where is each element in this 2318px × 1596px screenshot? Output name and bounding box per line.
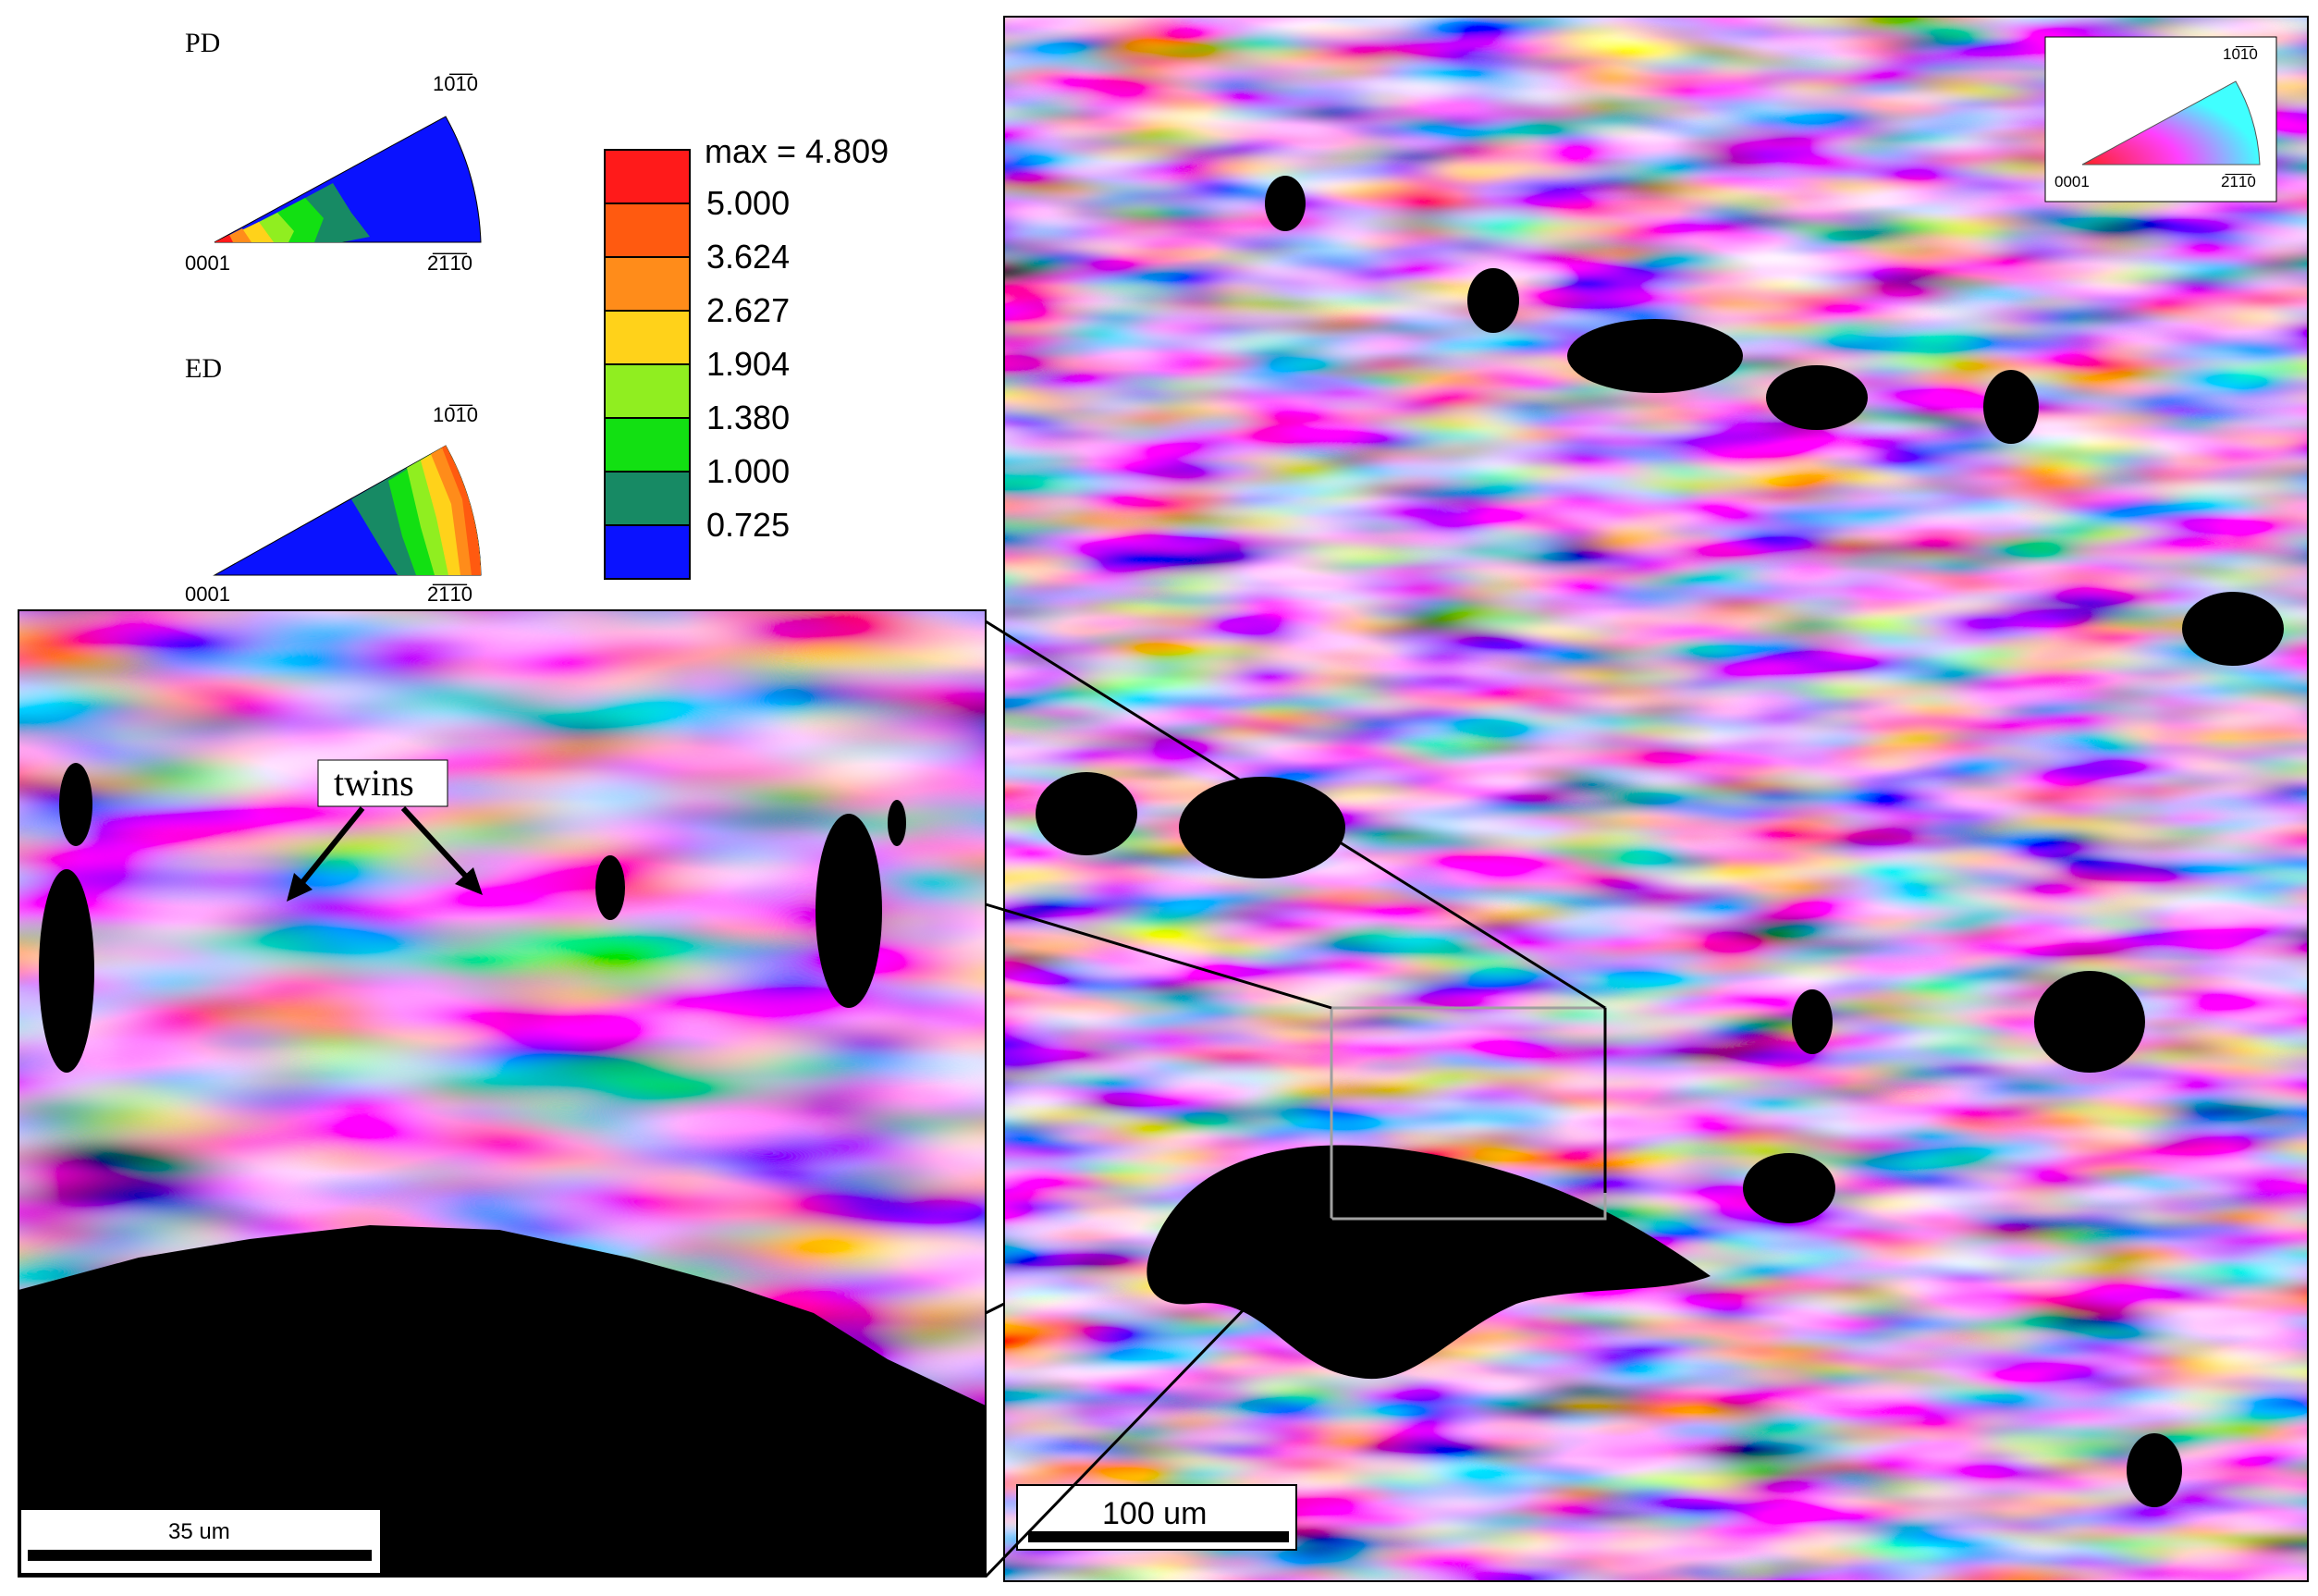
legend-level-label: 3.624 [706, 238, 790, 276]
scale-bar-35 [28, 1550, 372, 1561]
overview-map-pore [2034, 971, 2145, 1073]
overview-map-pore [1467, 268, 1519, 333]
ipf-key-right-label: 2̅1̅1̅0 [2221, 173, 2256, 190]
legend-swatch [604, 363, 691, 419]
ipf-key-left-label: 0001 [2054, 173, 2090, 190]
overview-map-pore [2182, 592, 2284, 666]
scale-bar-35-label: 35 um [168, 1519, 230, 1544]
zoomed-map-pore [59, 763, 92, 846]
overview-map-large-pore [1147, 1145, 1711, 1380]
overview-map-pore [1567, 319, 1743, 393]
overview-ebsd-map: 10̅1̅0 0001 2̅1̅1̅0 100 um [1003, 16, 2309, 1582]
zoom-connector [985, 902, 1332, 1010]
twins-arrowhead-left [287, 873, 313, 902]
legend-swatches [604, 149, 691, 580]
overview-map-frame [1003, 16, 2309, 1582]
twins-arrow-right [400, 805, 471, 881]
twins-label: twins [334, 762, 414, 804]
ipf-pd-label: PD [185, 28, 220, 58]
legend-max-label: max = 4.809 [705, 132, 889, 170]
legend-swatch [604, 417, 691, 473]
ipf-ed-contour-red [442, 446, 481, 575]
ipf-ed-label: ED [185, 353, 222, 384]
overview-map-pore [1792, 989, 1833, 1054]
ipf-ed-top-label: 10̅1̅0 [433, 403, 478, 426]
zoom-connector [985, 1302, 1005, 1315]
twins-arrow-left [297, 806, 365, 888]
legend-level-label: 5.000 [706, 184, 790, 222]
legend-level-label: 2.627 [706, 291, 790, 329]
twins-arrowhead-right [455, 867, 483, 895]
legend-level-label: 1.380 [706, 399, 790, 436]
overview-map-pore [2127, 1433, 2182, 1507]
zoomed-map-pore [888, 800, 906, 846]
ipf-pd-contour-red [215, 235, 233, 242]
legend-level-label: 0.725 [706, 506, 790, 544]
overview-map-pore [1743, 1153, 1835, 1223]
ipf-key-top-label: 10̅1̅0 [2223, 45, 2258, 63]
ipf-color-key: 10̅1̅0 0001 2̅1̅1̅0 [2044, 36, 2277, 203]
ipf-key-triangle [2081, 80, 2261, 166]
zoomed-map-pore [39, 869, 94, 1073]
zoomed-ebsd-map: twins 35 um [18, 609, 987, 1578]
zoomed-map-pore [816, 814, 882, 1008]
zoom-connector [985, 620, 1606, 1010]
legend-swatch [604, 149, 691, 204]
legend-swatch [604, 524, 691, 580]
zoomed-map-pore [595, 855, 625, 920]
ipf-pd-top-label: 10̅1̅0 [433, 72, 478, 95]
ipf-ed-right-label: 2̅1̅1̅0 [427, 583, 472, 606]
ipf-pd-left-label: 0001 [185, 252, 230, 275]
overview-map-pore [1766, 365, 1868, 430]
overview-map-pore [1983, 370, 2039, 444]
legend-levels: 5.000 3.624 2.627 1.904 1.380 1.000 0.725 [706, 184, 790, 544]
overview-map-pore [1179, 777, 1345, 878]
legend-swatch [604, 310, 691, 365]
scale-bar-35-box [19, 1508, 382, 1575]
ipf-pd-right-label: 2̅1̅1̅0 [427, 252, 472, 275]
scale-bar-100-label: 100 um [1102, 1496, 1207, 1531]
legend-swatch [604, 203, 691, 258]
legend-swatch [604, 256, 691, 312]
ipf-ed: ED 10̅1̅0 0001 2̅1̅1̅0 [185, 353, 482, 606]
zoomed-map-frame [18, 609, 987, 1578]
ipf-pd: PD 10̅1̅0 0001 2̅1̅1̅0 [185, 28, 482, 275]
zoom-connector [984, 1217, 1333, 1578]
zoomed-map-pore-region [18, 1225, 986, 1577]
twins-label-box [317, 759, 448, 807]
ipf-ed-left-label: 0001 [185, 583, 230, 606]
intensity-legend: max = 4.809 5.000 3.624 2.627 1.904 1.380 1.0… [604, 132, 889, 580]
scale-bar-100 [1028, 1531, 1289, 1542]
legend-level-label: 1.000 [706, 452, 790, 490]
legend-swatch [604, 471, 691, 526]
legend-level-label: 1.904 [706, 345, 790, 383]
overview-map-pore [1036, 772, 1137, 855]
overview-map-pore [1265, 176, 1306, 231]
